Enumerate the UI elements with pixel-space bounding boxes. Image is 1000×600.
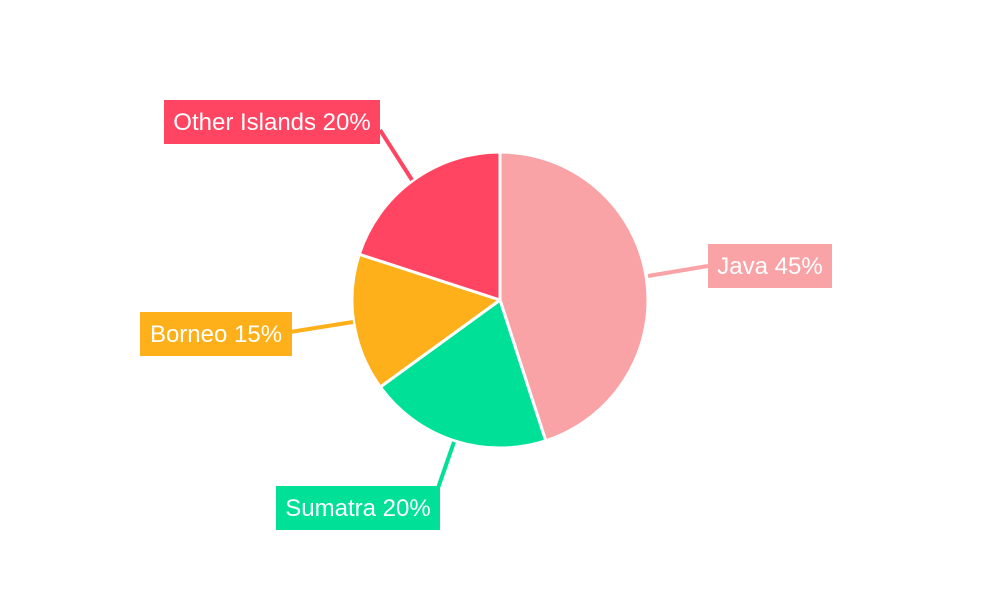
callout-box-other-islands	[164, 100, 380, 144]
callout-box-java	[708, 244, 832, 288]
callout-box-sumatra	[276, 486, 440, 530]
slice-label-java: Java 45%	[717, 253, 822, 280]
pie-slice-borneo	[350, 252, 502, 389]
pie-slice-sumatra	[378, 298, 548, 450]
callout-box-borneo	[140, 312, 292, 356]
slice-label-borneo: Borneo 15%	[150, 321, 282, 348]
callout-line-other-islands	[378, 128, 414, 182]
slice-label-other-islands: Other Islands 20%	[173, 109, 370, 136]
pie-slice-java	[498, 150, 650, 443]
callout-line-sumatra	[436, 441, 456, 489]
callout-line-java	[647, 264, 709, 278]
slice-label-sumatra: Sumatra 20%	[285, 495, 430, 522]
callout-line-borneo	[289, 320, 354, 334]
pie-slice-other-islands	[357, 150, 502, 302]
